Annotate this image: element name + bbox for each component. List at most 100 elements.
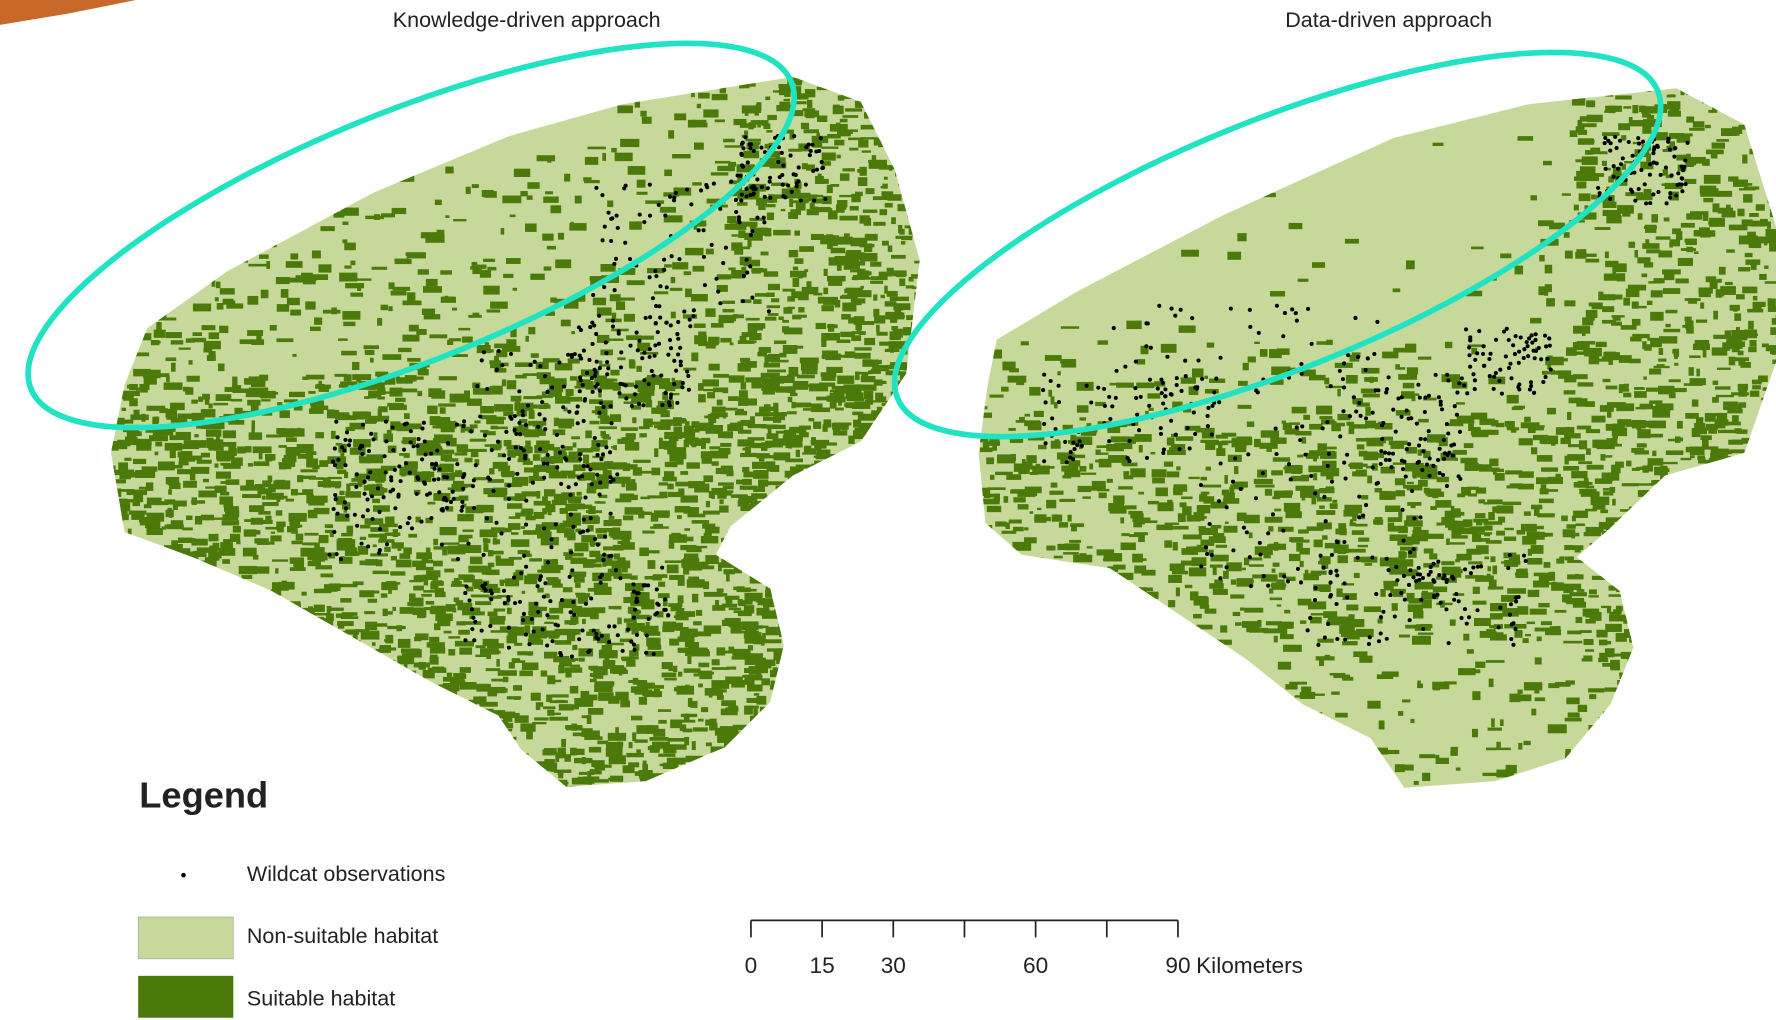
habitat-patch xyxy=(343,510,347,512)
habitat-patch xyxy=(164,114,168,117)
habitat-patch xyxy=(623,515,633,520)
habitat-patch xyxy=(177,648,191,654)
habitat-patch xyxy=(752,737,760,742)
habitat-patch xyxy=(904,589,918,594)
habitat-patch xyxy=(845,590,855,597)
habitat-patch xyxy=(758,204,765,210)
habitat-patch xyxy=(791,544,797,548)
habitat-patch xyxy=(602,645,612,653)
observation-dot xyxy=(637,591,641,595)
habitat-patch xyxy=(838,400,842,406)
observation-dot xyxy=(596,543,600,547)
habitat-patch xyxy=(871,662,881,666)
habitat-patch xyxy=(889,643,896,645)
habitat-patch xyxy=(833,653,843,659)
habitat-patch xyxy=(143,334,149,337)
habitat-patch xyxy=(859,464,867,472)
habitat-patch xyxy=(589,421,599,424)
habitat-patch xyxy=(821,305,833,311)
habitat-patch xyxy=(588,147,606,150)
habitat-patch xyxy=(776,386,792,392)
habitat-patch xyxy=(903,461,918,466)
habitat-patch xyxy=(133,459,146,464)
habitat-patch xyxy=(787,609,805,615)
habitat-patch xyxy=(126,261,135,266)
habitat-patch xyxy=(905,494,921,500)
habitat-patch xyxy=(684,668,701,672)
habitat-patch xyxy=(257,692,274,700)
observation-dot xyxy=(658,284,662,288)
observation-dot xyxy=(340,445,344,449)
observation-dot xyxy=(509,352,513,356)
habitat-patch xyxy=(854,401,865,407)
habitat-patch xyxy=(422,785,433,791)
habitat-patch xyxy=(798,739,810,742)
habitat-patch xyxy=(723,486,734,489)
habitat-patch xyxy=(528,327,535,334)
habitat-patch xyxy=(259,695,265,701)
habitat-patch xyxy=(858,177,867,186)
habitat-patch xyxy=(185,705,193,713)
habitat-patch xyxy=(163,696,175,702)
habitat-patch xyxy=(816,613,823,617)
habitat-patch xyxy=(888,245,893,251)
habitat-patch xyxy=(259,254,269,258)
habitat-patch xyxy=(889,582,906,590)
habitat-patch xyxy=(617,105,632,113)
habitat-patch xyxy=(886,465,902,472)
habitat-patch xyxy=(890,592,903,595)
habitat-patch xyxy=(330,631,346,636)
habitat-patch xyxy=(471,595,489,598)
habitat-patch xyxy=(708,340,719,345)
habitat-patch xyxy=(571,436,580,439)
observation-dot xyxy=(808,153,812,157)
observation-dot xyxy=(648,347,652,351)
habitat-patch xyxy=(128,735,142,740)
habitat-patch xyxy=(911,400,930,409)
habitat-patch xyxy=(236,698,241,703)
habitat-patch xyxy=(252,752,265,757)
habitat-patch xyxy=(919,671,932,675)
observation-dot xyxy=(336,458,340,462)
habitat-patch xyxy=(900,395,916,399)
observation-dot xyxy=(472,478,476,482)
habitat-patch xyxy=(692,182,702,185)
habitat-patch xyxy=(625,495,638,500)
habitat-patch xyxy=(281,765,293,768)
habitat-patch xyxy=(847,456,856,462)
habitat-patch xyxy=(855,703,866,711)
habitat-patch xyxy=(902,566,921,569)
habitat-patch xyxy=(888,453,902,459)
habitat-patch xyxy=(211,665,227,674)
habitat-patch xyxy=(840,119,848,123)
habitat-patch xyxy=(178,452,190,458)
habitat-patch xyxy=(729,751,737,756)
observation-dot xyxy=(482,350,486,354)
habitat-patch xyxy=(839,570,858,578)
habitat-patch xyxy=(307,769,318,774)
habitat-patch xyxy=(720,443,731,447)
observation-dot xyxy=(682,310,686,314)
habitat-patch xyxy=(177,592,195,598)
habitat-patch xyxy=(914,790,924,796)
habitat-patch xyxy=(796,762,814,765)
habitat-patch xyxy=(719,499,723,504)
habitat-patch xyxy=(348,675,360,682)
habitat-patch xyxy=(711,680,729,689)
habitat-patch xyxy=(516,758,523,762)
habitat-patch xyxy=(483,259,495,262)
habitat-patch xyxy=(847,749,859,758)
habitat-patch xyxy=(480,777,497,785)
habitat-patch xyxy=(392,208,407,214)
habitat-patch xyxy=(676,453,686,459)
habitat-patch xyxy=(699,671,712,679)
habitat-patch xyxy=(797,545,808,553)
habitat-patch xyxy=(148,315,167,320)
observation-dot xyxy=(566,353,570,357)
observation-dot xyxy=(494,521,498,525)
observation-dot xyxy=(333,493,337,497)
habitat-patch xyxy=(768,284,780,290)
observation-dot xyxy=(619,365,623,369)
habitat-patch xyxy=(305,301,315,309)
habitat-patch xyxy=(668,738,685,742)
